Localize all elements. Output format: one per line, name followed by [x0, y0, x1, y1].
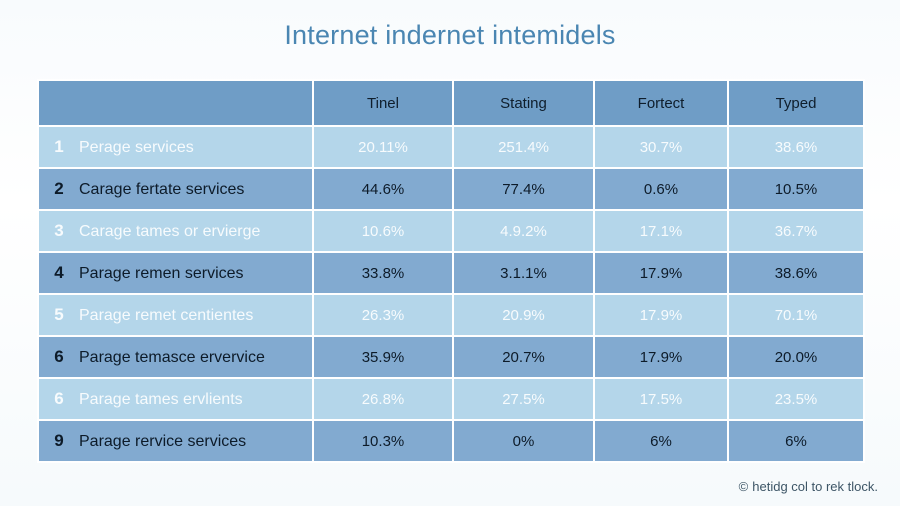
- value-cell: 27.5%: [452, 377, 595, 421]
- row-number: 9: [54, 431, 64, 450]
- value-cell: 30.7%: [593, 125, 729, 169]
- copyright-icon: ©: [738, 479, 749, 494]
- value-cell: 17.9%: [593, 335, 729, 379]
- value-cell: 10.3%: [312, 419, 454, 463]
- header-row: Tinel Stating Fortect Typed: [37, 79, 865, 127]
- value-cell: 251.4%: [452, 125, 595, 169]
- table-row: 3 Carage tames or ervierge 10.6% 4.9.2% 1…: [37, 209, 865, 253]
- row-label-cell: 1 Perage services: [37, 125, 314, 169]
- row-number: 4: [54, 263, 64, 282]
- row-label: Parage temasce ervervice: [79, 349, 265, 366]
- table-row: 9 Parage rervice services 10.3% 0% 6% 6%: [37, 419, 865, 463]
- footer-text: hetidg col to rek tlock.: [752, 479, 878, 494]
- value-cell: 4.9.2%: [452, 209, 595, 253]
- value-cell: 17.9%: [593, 251, 729, 295]
- value-cell: 20.11%: [312, 125, 454, 169]
- row-label-cell: 4 Parage remen services: [37, 251, 314, 295]
- value-cell: 38.6%: [727, 251, 865, 295]
- row-number: 1: [54, 137, 64, 156]
- table-row: 6 Parage tames ervlients 26.8% 27.5% 17.5…: [37, 377, 865, 421]
- row-label: Parage tames ervlients: [79, 391, 243, 408]
- value-cell: 6%: [727, 419, 865, 463]
- value-cell: 20.7%: [452, 335, 595, 379]
- row-label-cell: 9 Parage rervice services: [37, 419, 314, 463]
- row-label-cell: 6 Parage tames ervlients: [37, 377, 314, 421]
- value-cell: 38.6%: [727, 125, 865, 169]
- value-cell: 70.1%: [727, 293, 865, 337]
- row-label: Parage remen services: [79, 265, 244, 282]
- row-label-cell: 6 Parage temasce ervervice: [37, 335, 314, 379]
- row-label-cell: 3 Carage tames or ervierge: [37, 209, 314, 253]
- value-cell: 20.9%: [452, 293, 595, 337]
- table-row: 2 Carage fertate services 44.6% 77.4% 0.6…: [37, 167, 865, 211]
- column-header-stating: Stating: [452, 79, 595, 127]
- value-cell: 10.5%: [727, 167, 865, 211]
- value-cell: 17.9%: [593, 293, 729, 337]
- column-header-tinel: Tinel: [312, 79, 454, 127]
- row-number: 2: [54, 179, 64, 198]
- value-cell: 17.1%: [593, 209, 729, 253]
- value-cell: 20.0%: [727, 335, 865, 379]
- table-row: 4 Parage remen services 33.8% 3.1.1% 17.9…: [37, 251, 865, 295]
- value-cell: 44.6%: [312, 167, 454, 211]
- row-number: 5: [54, 305, 64, 324]
- value-cell: 0%: [452, 419, 595, 463]
- column-header-typed: Typed: [727, 79, 865, 127]
- value-cell: 26.3%: [312, 293, 454, 337]
- chart-title: Internet indernet intemidels: [284, 20, 616, 50]
- row-label: Parage remet centientes: [79, 307, 254, 324]
- table-row: 6 Parage temasce ervervice 35.9% 20.7% 17…: [37, 335, 865, 379]
- row-label: Carage tames or ervierge: [79, 223, 261, 240]
- row-label-cell: 2 Carage fertate services: [37, 167, 314, 211]
- value-cell: 3.1.1%: [452, 251, 595, 295]
- column-header-label: [37, 79, 314, 127]
- column-header-fortect: Fortect: [593, 79, 729, 127]
- value-cell: 26.8%: [312, 377, 454, 421]
- value-cell: 6%: [593, 419, 729, 463]
- value-cell: 33.8%: [312, 251, 454, 295]
- table-row: 1 Perage services 20.11% 251.4% 30.7% 38.…: [37, 125, 865, 169]
- value-cell: 77.4%: [452, 167, 595, 211]
- row-label-cell: 5 Parage remet centientes: [37, 293, 314, 337]
- row-number: 6: [54, 347, 64, 366]
- value-cell: 35.9%: [312, 335, 454, 379]
- row-number: 6: [54, 389, 64, 408]
- value-cell: 36.7%: [727, 209, 865, 253]
- data-table: Tinel Stating Fortect Typed 1 Perage serv…: [37, 79, 865, 463]
- value-cell: 10.6%: [312, 209, 454, 253]
- row-label: Perage services: [79, 139, 194, 156]
- row-number: 3: [54, 221, 64, 240]
- value-cell: 17.5%: [593, 377, 729, 421]
- value-cell: 23.5%: [727, 377, 865, 421]
- footer-note: © hetidg col to rek tlock.: [739, 479, 878, 494]
- value-cell: 0.6%: [593, 167, 729, 211]
- row-label: Parage rervice services: [79, 433, 247, 450]
- row-label: Carage fertate services: [79, 181, 245, 198]
- table-row: 5 Parage remet centientes 26.3% 20.9% 17.…: [37, 293, 865, 337]
